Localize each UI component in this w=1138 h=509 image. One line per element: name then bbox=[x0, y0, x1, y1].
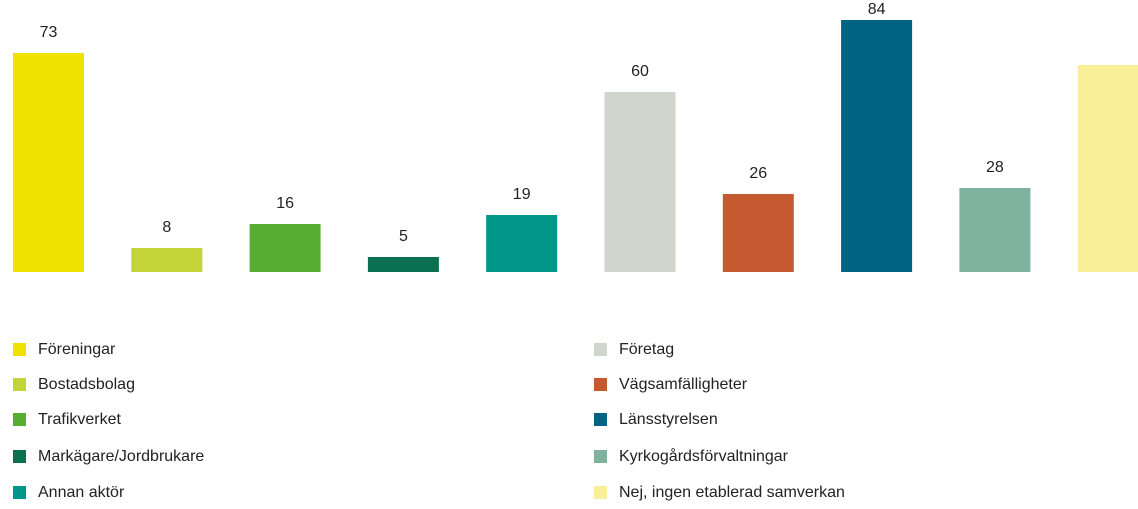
value-label: 60 bbox=[631, 63, 649, 80]
legend-swatch bbox=[13, 450, 26, 463]
bar bbox=[722, 194, 794, 272]
value-label: 8 bbox=[162, 219, 171, 236]
legend-swatch bbox=[13, 343, 26, 356]
value-label: 28 bbox=[986, 159, 1004, 176]
legend-label: Trafikverket bbox=[38, 411, 122, 428]
value-label: 19 bbox=[513, 186, 531, 203]
legend-swatch bbox=[13, 486, 26, 499]
value-label: 16 bbox=[276, 195, 294, 212]
bar bbox=[959, 188, 1031, 272]
bar bbox=[841, 20, 913, 272]
legend-label: Annan aktör bbox=[38, 484, 125, 501]
legend-label: Markägare/Jordbrukare bbox=[38, 448, 204, 465]
legend-label: Föreningar bbox=[38, 341, 116, 358]
legend-label: Bostadsbolag bbox=[38, 376, 135, 393]
legend-label: Företag bbox=[619, 341, 674, 358]
legend-label: Länsstyrelsen bbox=[619, 411, 718, 428]
value-label: 26 bbox=[749, 165, 767, 182]
legend-swatch bbox=[594, 486, 607, 499]
bar bbox=[249, 224, 321, 272]
bar bbox=[367, 257, 439, 272]
value-label: 84 bbox=[868, 1, 886, 18]
value-label: 73 bbox=[40, 24, 58, 41]
legend-swatch bbox=[594, 413, 607, 426]
bar bbox=[1077, 65, 1138, 272]
value-label: 5 bbox=[399, 228, 408, 245]
bar bbox=[131, 248, 203, 272]
legend-label: Kyrkogårdsförvaltningar bbox=[619, 447, 789, 465]
bar bbox=[486, 215, 558, 272]
legend-swatch bbox=[13, 413, 26, 426]
legend-swatch bbox=[594, 378, 607, 391]
legend-swatch bbox=[594, 343, 607, 356]
legend-label: Vägsamfälligheter bbox=[619, 376, 748, 393]
legend-swatch bbox=[13, 378, 26, 391]
legend-label: Nej, ingen etablerad samverkan bbox=[619, 484, 845, 501]
legend-swatch bbox=[594, 450, 607, 463]
bar bbox=[604, 92, 676, 272]
bar bbox=[13, 53, 84, 272]
